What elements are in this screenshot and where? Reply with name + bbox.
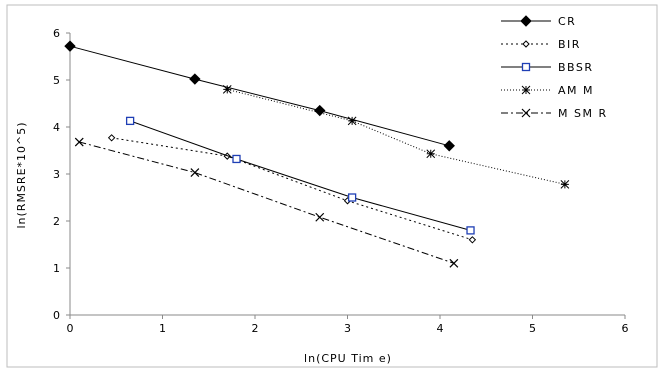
series-layer — [64, 40, 570, 268]
legend-marker — [520, 15, 532, 27]
series-line — [129, 120, 471, 231]
y-tick-label: 1 — [53, 262, 60, 275]
data-point — [468, 236, 477, 244]
data-point — [74, 137, 84, 147]
data-point — [232, 154, 241, 164]
data-point — [449, 258, 459, 268]
series-cr — [64, 40, 455, 152]
y-tick-label: 2 — [53, 215, 60, 228]
data-point — [125, 116, 135, 126]
data-point — [426, 149, 436, 159]
legend-label: CR — [558, 15, 576, 28]
x-axis-title: ln(CPU Tim e) — [304, 352, 392, 365]
data-point — [560, 179, 570, 189]
series-bir — [107, 134, 477, 244]
series-line — [69, 45, 450, 147]
y-tick-label: 6 — [53, 27, 60, 40]
data-point — [222, 85, 232, 94]
data-point — [347, 116, 357, 126]
legend-item: BBSR — [501, 61, 594, 74]
legend-marker — [521, 62, 531, 72]
legend-label: BBSR — [558, 61, 594, 74]
data-point — [107, 134, 116, 142]
legend-item: AM M — [501, 84, 594, 97]
axes: 0 1 2 3 4 5 6 0 1 2 3 4 5 6 — [53, 27, 629, 335]
series-bbsr — [125, 116, 475, 235]
data-point — [466, 226, 475, 235]
y-tick-label: 5 — [53, 74, 60, 87]
x-tick-label: 4 — [437, 322, 444, 335]
x-tick-label: 5 — [529, 322, 536, 335]
y-tick-label: 4 — [53, 121, 60, 134]
y-axis-title: ln(RMSRE*10^5) — [15, 121, 28, 228]
legend-label: BIR — [558, 38, 581, 51]
data-point — [64, 40, 76, 52]
series-line — [227, 88, 566, 185]
legend-label: M SM R — [558, 107, 608, 120]
x-tick-label: 3 — [344, 322, 351, 335]
data-point — [315, 212, 325, 222]
data-point — [314, 104, 326, 117]
legend-label: AM M — [558, 84, 594, 97]
series-amm — [222, 85, 570, 189]
x-tick-label: 1 — [159, 322, 166, 335]
legend-item: M SM R — [501, 107, 608, 120]
legend: CR BIR BBSR AM M M SM R — [493, 8, 653, 124]
legend-marker — [521, 85, 531, 95]
legend-item: BIR — [501, 38, 581, 51]
data-point — [189, 73, 201, 85]
x-tick-label: 6 — [622, 322, 629, 335]
series-msmr — [74, 137, 459, 268]
data-point — [190, 168, 200, 178]
x-tick-label: 0 — [67, 322, 74, 335]
legend-item: CR — [501, 15, 576, 28]
y-tick-label: 0 — [53, 309, 60, 322]
x-tick-label: 2 — [252, 322, 259, 335]
legend-box — [493, 8, 653, 124]
data-point — [443, 140, 455, 152]
data-point — [347, 193, 357, 202]
legend-marker — [522, 40, 530, 48]
legend-marker — [521, 108, 531, 118]
y-tick-label: 3 — [53, 168, 60, 181]
series-line — [79, 141, 455, 264]
series-line — [111, 137, 473, 241]
